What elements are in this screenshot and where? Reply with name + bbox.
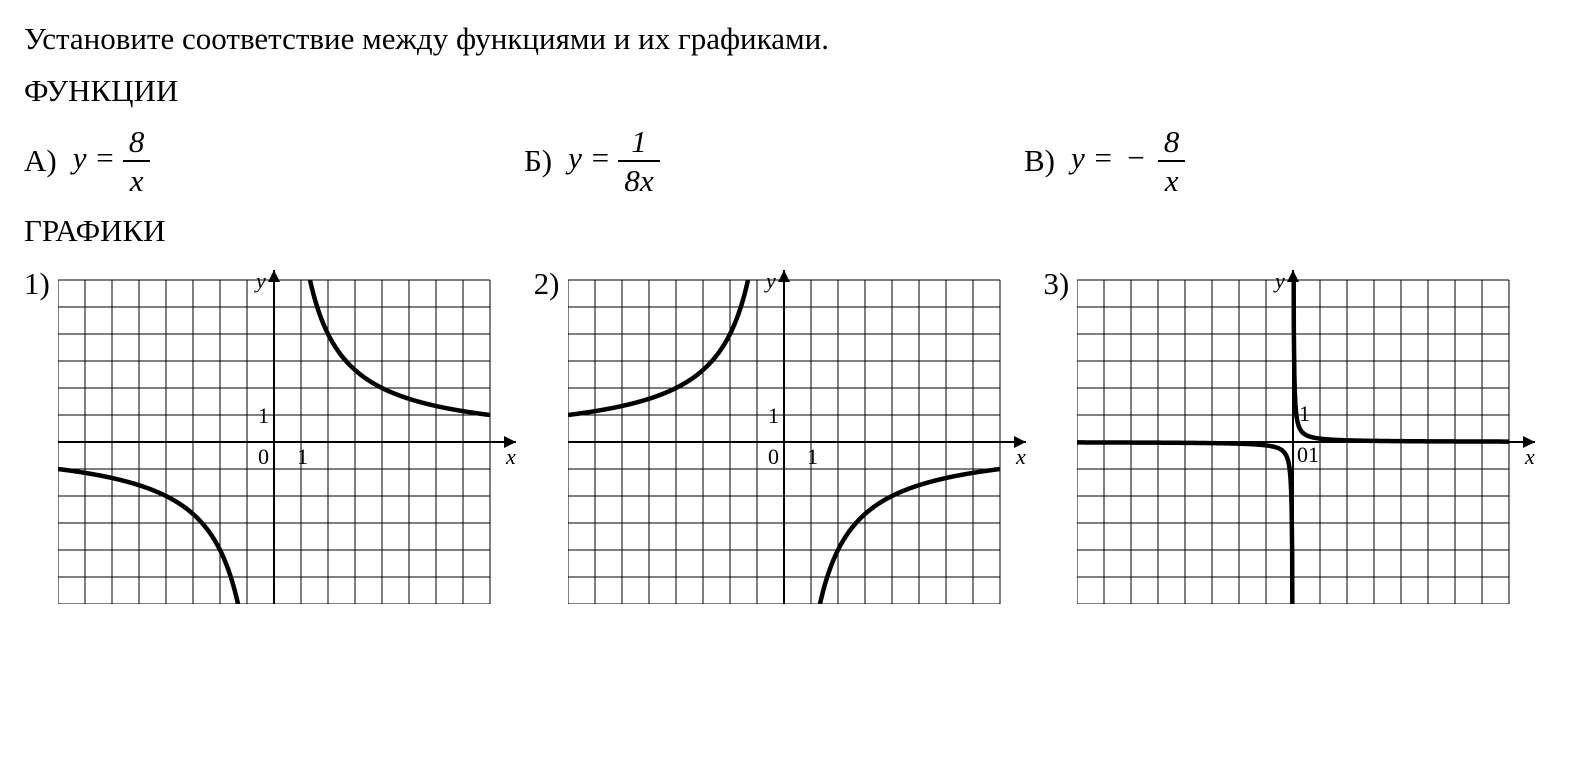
graph-cell: 2) y x 0 1 1 — [534, 266, 1044, 604]
svg-text:y: y — [254, 268, 266, 293]
fraction-bar — [1158, 160, 1186, 162]
svg-text:1: 1 — [258, 403, 269, 428]
function-A: А) y = 8 x — [24, 126, 524, 196]
function-label: А) — [24, 143, 57, 179]
numerator: 8 — [1158, 126, 1186, 157]
graph-cell: 3)yx011 — [1043, 266, 1553, 604]
graph-svg: y x 0 1 1 — [568, 266, 1030, 604]
fraction-bar — [618, 160, 659, 162]
svg-text:x: x — [505, 444, 516, 469]
functions-row: А) y = 8 x Б) y = 1 8x В — [24, 126, 1553, 196]
lhs: y = — [1071, 140, 1113, 175]
graph-label: 2) — [534, 266, 560, 299]
fraction-bar — [123, 160, 151, 162]
svg-text:x: x — [1015, 444, 1026, 469]
lhs: y = — [73, 140, 115, 175]
graph-svg: y x 0 1 1 — [58, 266, 520, 604]
svg-text:1: 1 — [807, 444, 818, 469]
function-label: В) — [1024, 143, 1055, 179]
svg-text:0: 0 — [258, 444, 269, 469]
fraction: 8 x — [1158, 126, 1186, 196]
svg-text:1: 1 — [297, 444, 308, 469]
denominator: 8x — [618, 165, 659, 196]
svg-text:1: 1 — [768, 403, 779, 428]
minus-sign: − — [1125, 140, 1146, 175]
exercise-page: Установите соответствие между функциями … — [0, 0, 1577, 628]
functions-heading: ФУНКЦИИ — [24, 70, 1553, 112]
numerator: 1 — [625, 126, 653, 157]
function-equation: y = − 8 x — [1071, 126, 1185, 196]
denominator: x — [124, 165, 150, 196]
svg-text:0: 0 — [768, 444, 779, 469]
function-equation: y = 8 x — [73, 126, 151, 196]
numerator: 8 — [123, 126, 151, 157]
svg-text:1: 1 — [1299, 401, 1310, 426]
svg-text:x: x — [1524, 444, 1535, 469]
function-V: В) y = − 8 x — [1024, 126, 1524, 196]
denominator: x — [1159, 165, 1185, 196]
svg-text:y: y — [1273, 268, 1285, 293]
function-label: Б) — [524, 143, 552, 179]
function-equation: y = 1 8x — [568, 126, 659, 196]
graphs-heading: ГРАФИКИ — [24, 210, 1553, 252]
svg-text:0: 0 — [1297, 442, 1308, 467]
graph-svg: yx011 — [1077, 266, 1539, 604]
graph-label: 1) — [24, 266, 50, 299]
fraction: 8 x — [123, 126, 151, 196]
task-text: Установите соответствие между функциями … — [24, 18, 1553, 60]
graph-label: 3) — [1043, 266, 1069, 299]
function-B: Б) y = 1 8x — [524, 126, 1024, 196]
fraction: 1 8x — [618, 126, 659, 196]
svg-text:y: y — [764, 268, 776, 293]
graphs-row: 1)yx0112)yx0113)yx011 — [24, 266, 1553, 604]
graph-cell: 1) y x 0 1 1 — [24, 266, 534, 604]
svg-text:1: 1 — [1308, 442, 1319, 467]
lhs: y = — [568, 140, 610, 175]
